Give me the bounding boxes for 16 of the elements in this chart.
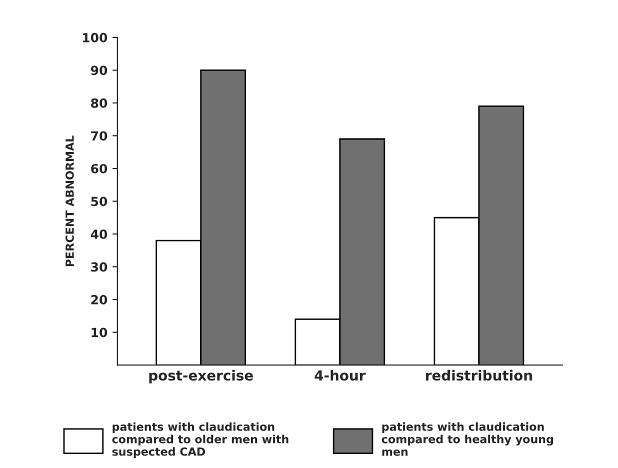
y-axis-title: PERCENT ABNORMAL [65, 136, 74, 266]
y-tick-label: 100 [83, 32, 108, 42]
y-tick-label: 50 [91, 196, 108, 206]
y-tick-label: 80 [91, 98, 108, 108]
y-tick-label: 90 [90, 66, 108, 76]
x-tick-label: redistribution [426, 370, 532, 381]
y-tick-label: 40 [90, 229, 108, 239]
x-tick-label: post-exercise [149, 370, 253, 384]
y-tick-label: 30 [91, 262, 108, 272]
x-tick-label: 4-hour [314, 370, 366, 381]
y-tick-label: 70 [91, 131, 108, 141]
legend-label: patients with claudication compared to healthy young men [382, 422, 554, 456]
y-tick-label: 20 [91, 294, 108, 304]
y-tick-label: 10 [92, 328, 108, 338]
y-tick-label: 60 [91, 164, 108, 174]
legend-label: patients with claudication compared to older men with suspected CAD [112, 422, 288, 458]
